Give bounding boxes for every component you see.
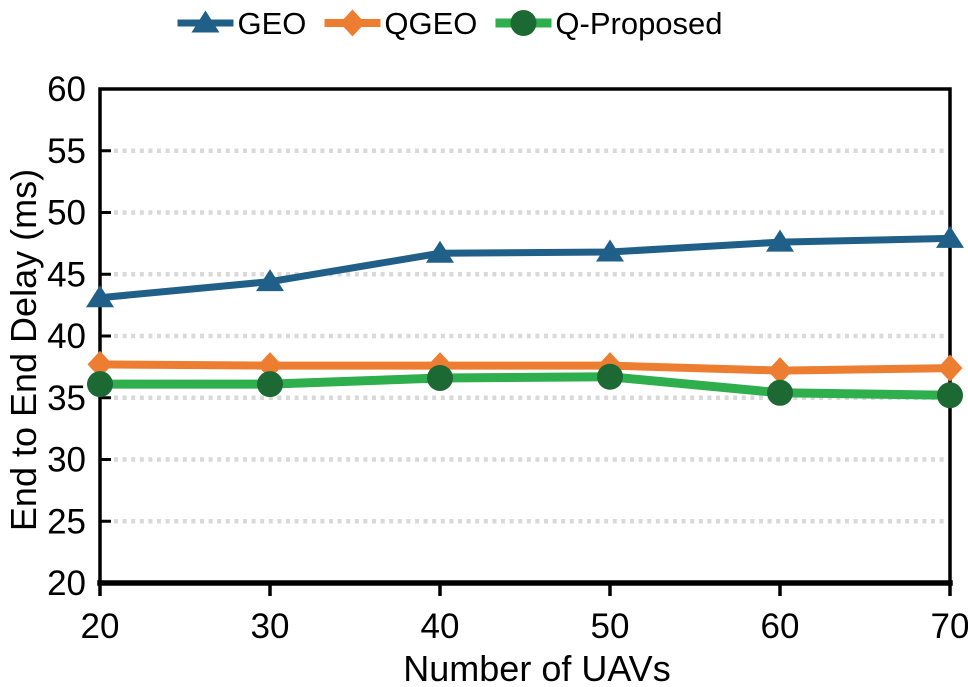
y-tick-label: 25 <box>47 502 86 541</box>
data-point-q-proposed <box>597 363 623 390</box>
data-point-geo <box>766 229 794 252</box>
series-line-geo <box>96 234 954 302</box>
data-point-q-proposed <box>767 379 793 406</box>
y-tick-label: 30 <box>47 441 86 480</box>
legend-marker-geo-triangle-icon <box>177 10 234 33</box>
chart-legend: GEO QGEO Q-Proposed <box>177 0 723 46</box>
x-tick-label: 40 <box>421 607 460 646</box>
series-geo <box>86 225 964 308</box>
plot-frame <box>97 87 953 586</box>
data-point-geo <box>426 240 454 263</box>
series-line-q-proposed <box>95 372 955 400</box>
data-point-qgeo <box>257 352 283 380</box>
legend-glyph <box>191 10 220 33</box>
y-axis-title: End to End Delay (ms) <box>3 169 44 531</box>
legend-marker-qgeo-diamond-icon <box>324 9 381 37</box>
data-series <box>86 225 964 409</box>
y-tick-label: 60 <box>47 70 86 109</box>
legend-item-q-proposed: Q-Proposed <box>495 2 723 44</box>
legend-glyph <box>510 10 537 36</box>
axis-ticks <box>98 149 952 596</box>
data-point-q-proposed <box>427 364 453 391</box>
legend-glyph <box>339 9 365 37</box>
legend-marker-q-proposed-circle-icon <box>495 10 552 36</box>
series-line-qgeo <box>96 360 954 375</box>
y-tick-label: 35 <box>47 379 86 418</box>
y-tick-label: 20 <box>47 564 86 603</box>
x-axis-title: Number of UAVs <box>403 648 670 687</box>
data-point-q-proposed <box>937 382 963 409</box>
y-tick-label: 55 <box>47 132 86 171</box>
data-point-geo <box>596 239 624 262</box>
legend-label-qgeo: QGEO <box>384 5 478 41</box>
y-tick-label: 45 <box>47 255 86 294</box>
x-tick-label: 70 <box>931 607 968 646</box>
legend-item-qgeo: QGEO <box>324 2 477 44</box>
x-tick-label: 20 <box>81 607 120 646</box>
data-point-qgeo <box>767 357 793 385</box>
data-point-geo <box>936 225 964 248</box>
data-point-qgeo <box>87 350 113 378</box>
gridlines <box>114 148 947 524</box>
x-tick-label: 50 <box>591 607 630 646</box>
x-tick-label: 60 <box>761 607 800 646</box>
y-tick-label: 50 <box>47 194 86 233</box>
tick-labels: 20 25 30 35 40 45 50 55 60 20 30 40 50 60 70 <box>47 70 968 646</box>
legend-label-q-proposed: Q-Proposed <box>555 5 723 41</box>
data-point-q-proposed <box>257 371 283 398</box>
legend-label-geo: GEO <box>237 5 307 41</box>
series-q-proposed <box>87 363 963 409</box>
data-point-qgeo <box>937 354 963 382</box>
x-tick-label: 30 <box>251 607 290 646</box>
data-point-geo <box>86 285 114 308</box>
data-point-q-proposed <box>87 371 113 398</box>
y-tick-label: 40 <box>47 317 86 356</box>
legend-item-geo: GEO <box>177 2 306 44</box>
data-point-geo <box>256 269 284 292</box>
